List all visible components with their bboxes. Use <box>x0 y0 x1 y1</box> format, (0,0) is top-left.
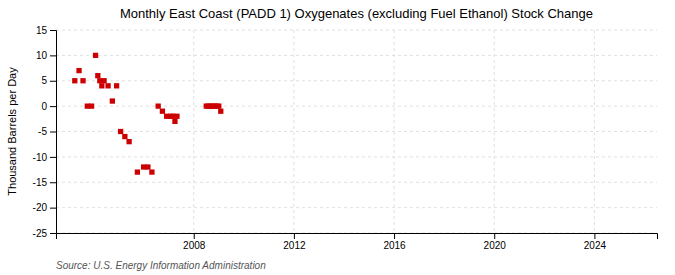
y-tick-label: -5 <box>38 126 47 137</box>
point <box>93 53 98 58</box>
x-tick-label: 2024 <box>584 240 607 251</box>
x-grid-line <box>394 30 395 233</box>
y-tick-mark <box>50 55 56 56</box>
x-tick-mark <box>494 233 495 239</box>
y-tick-label: 10 <box>36 50 48 61</box>
y-tick-mark <box>50 132 56 133</box>
point <box>114 83 119 88</box>
y-tick: -15 <box>33 177 56 188</box>
point <box>156 103 161 108</box>
grid <box>56 30 657 233</box>
point <box>218 109 223 114</box>
y-tick-mark <box>50 106 56 107</box>
point <box>80 78 85 83</box>
y-tick-mark <box>50 30 56 31</box>
point <box>110 98 115 103</box>
y-tick-label: -10 <box>33 152 48 163</box>
y-tick: -25 <box>33 228 56 239</box>
point <box>89 103 94 108</box>
y-grid-line <box>56 30 657 31</box>
point <box>172 119 177 124</box>
point <box>105 83 110 88</box>
x-tick-label: 2008 <box>183 240 206 251</box>
x-grid-line <box>193 30 194 233</box>
x-tick-label: 2020 <box>484 240 507 251</box>
point <box>174 114 179 119</box>
x-grid-line <box>494 30 495 233</box>
y-grid-line <box>56 207 657 208</box>
x-grid-line <box>293 30 294 233</box>
y-tick-label: -15 <box>33 177 48 188</box>
y-tick-mark <box>50 208 56 209</box>
x-tick-mark <box>394 233 395 239</box>
y-tick-mark <box>50 233 56 234</box>
y-tick-mark <box>50 157 56 158</box>
point <box>160 109 165 114</box>
source: Source: U.S. Energy Information Administ… <box>56 260 266 271</box>
y-grid-line <box>56 80 657 81</box>
x-tick: 2016 <box>383 233 406 251</box>
point <box>126 139 131 144</box>
y-axis-line <box>50 31 57 234</box>
y-tick-label: 5 <box>41 75 47 86</box>
y-tick: 10 <box>36 50 56 61</box>
x-tick: 2008 <box>183 233 206 251</box>
y-tick-mark <box>50 81 56 82</box>
x-tick: 2020 <box>484 233 507 251</box>
x-tick-label: 2012 <box>283 240 306 251</box>
y-grid-line <box>56 55 657 56</box>
point <box>99 83 104 88</box>
y-tick-mark <box>50 182 56 183</box>
y-tick: 5 <box>41 75 56 86</box>
y-grid-line <box>56 131 657 132</box>
y-tick: -10 <box>33 152 56 163</box>
point <box>145 164 150 169</box>
y-axis: -25 -20 -15 -10 -5 0 5 10 15 <box>33 25 57 239</box>
y-grid-line <box>56 106 657 107</box>
point <box>149 169 154 174</box>
y-tick-label: -20 <box>33 202 48 213</box>
y-tick-label: 0 <box>41 101 47 112</box>
point <box>122 134 127 139</box>
x-tick-mark <box>294 233 295 239</box>
y-axis-title: Thousand Barrels per Day <box>6 67 18 196</box>
point <box>135 169 140 174</box>
point <box>76 68 81 73</box>
point <box>118 129 123 134</box>
points <box>72 53 223 175</box>
point <box>216 103 221 108</box>
y-grid-line <box>56 182 657 183</box>
y-tick-label: 15 <box>36 25 48 36</box>
x-tick-mark <box>594 233 595 239</box>
x-tick-mark <box>194 233 195 239</box>
y-tick-label: -25 <box>33 228 48 239</box>
chart: 2008 2012 2016 2020 2024 -25 -20 -15 -10 -5 0 5 10 15… <box>0 0 675 275</box>
title: Monthly East Coast (PADD 1) Oxygenates (… <box>120 6 593 21</box>
point <box>95 73 100 78</box>
x-axis-line <box>57 234 658 240</box>
x-tick: 2024 <box>584 233 607 251</box>
point <box>101 78 106 83</box>
x-grid-line <box>594 30 595 233</box>
y-tick: -5 <box>38 126 56 137</box>
y-tick: -20 <box>33 202 56 213</box>
plot: 2008 2012 2016 2020 2024 -25 -20 -15 -10 -5 0 5 10 15 <box>33 25 658 251</box>
y-grid-line <box>56 156 657 157</box>
point <box>72 78 77 83</box>
y-tick: 0 <box>41 101 56 112</box>
x-axis: 2008 2012 2016 2020 2024 <box>57 233 658 251</box>
y-tick: 15 <box>36 25 56 36</box>
x-tick-label: 2016 <box>383 240 406 251</box>
x-tick: 2012 <box>283 233 306 251</box>
